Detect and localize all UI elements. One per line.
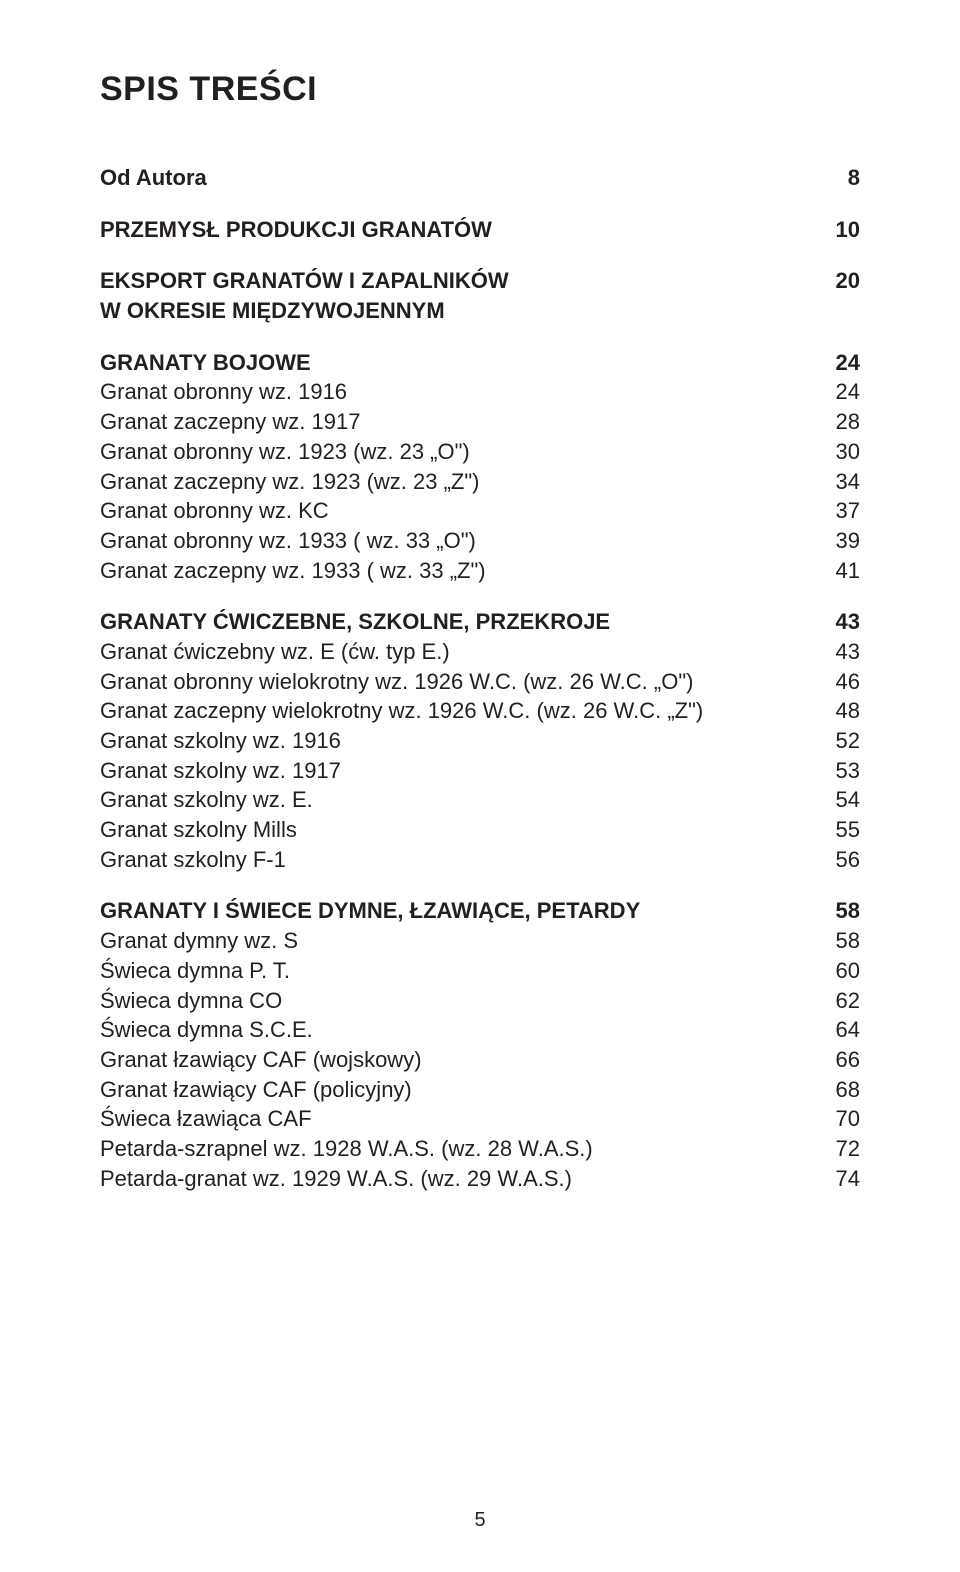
toc-item-page: 43 <box>820 637 860 667</box>
toc-item-page: 54 <box>820 785 860 815</box>
section-head-label: GRANATY ĆWICZEBNE, SZKOLNE, PRZEKROJE <box>100 607 820 637</box>
section-head: GRANATY ĆWICZEBNE, SZKOLNE, PRZEKROJE43 <box>100 607 860 637</box>
toc-item-page: 68 <box>820 1075 860 1105</box>
toc-item: Petarda-szrapnel wz. 1928 W.A.S. (wz. 28… <box>100 1134 860 1164</box>
toc-item-page: 62 <box>820 986 860 1016</box>
toc-item-page: 24 <box>820 377 860 407</box>
toc-item: Granat ćwiczebny wz. E (ćw. typ E.)43 <box>100 637 860 667</box>
toc-item-label: Granat dymny wz. S <box>100 926 820 956</box>
toc-item-page: 58 <box>820 926 860 956</box>
section-head-page: 43 <box>820 607 860 637</box>
section-head-page: 20 <box>820 266 860 325</box>
section-head-page: 24 <box>820 348 860 378</box>
toc-item-page: 52 <box>820 726 860 756</box>
toc-item: Granat obronny wz. 1923 (wz. 23 „O")30 <box>100 437 860 467</box>
toc-item-page: 39 <box>820 526 860 556</box>
toc-item-page: 70 <box>820 1104 860 1134</box>
section-head-page: 58 <box>820 896 860 926</box>
toc-item: Świeca dymna S.C.E.64 <box>100 1015 860 1045</box>
toc-item: Granat zaczepny wz. 191728 <box>100 407 860 437</box>
toc-item-page: 72 <box>820 1134 860 1164</box>
toc-item-page: 64 <box>820 1015 860 1045</box>
section-head-label: PRZEMYSŁ PRODUKCJI GRANATÓW <box>100 215 820 245</box>
toc-item-label: Granat obronny wz. 1923 (wz. 23 „O") <box>100 437 820 467</box>
toc-item: Świeca dymna P. T.60 <box>100 956 860 986</box>
toc-item-label: Granat szkolny F-1 <box>100 845 820 875</box>
toc-item-label: Świeca łzawiąca CAF <box>100 1104 820 1134</box>
toc-item-label: Granat obronny wielokrotny wz. 1926 W.C.… <box>100 667 820 697</box>
toc-item: Granat zaczepny wielokrotny wz. 1926 W.C… <box>100 696 860 726</box>
toc-item: Granat łzawiący CAF (policyjny)68 <box>100 1075 860 1105</box>
toc-item: Granat dymny wz. S58 <box>100 926 860 956</box>
toc-item-label: Granat zaczepny wz. 1933 ( wz. 33 „Z") <box>100 556 820 586</box>
toc-item-label: Świeca dymna CO <box>100 986 820 1016</box>
toc-item: Granat szkolny F-156 <box>100 845 860 875</box>
toc-item: Granat obronny wz. KC37 <box>100 496 860 526</box>
toc-item-page: 55 <box>820 815 860 845</box>
toc-item-page: 53 <box>820 756 860 786</box>
toc-item-label: Świeca dymna P. T. <box>100 956 820 986</box>
toc-item-page: 66 <box>820 1045 860 1075</box>
toc-item-label: Granat szkolny wz. 1917 <box>100 756 820 786</box>
toc-item-page: 37 <box>820 496 860 526</box>
toc-item-label: Granat szkolny wz. E. <box>100 785 820 815</box>
toc-item-label: Granat zaczepny wz. 1917 <box>100 407 820 437</box>
toc-item-label: Granat zaczepny wielokrotny wz. 1926 W.C… <box>100 696 820 726</box>
toc-item: Świeca dymna CO62 <box>100 986 860 1016</box>
toc-item: Granat obronny wielokrotny wz. 1926 W.C.… <box>100 667 860 697</box>
toc-item-page: 30 <box>820 437 860 467</box>
toc-item-page: 60 <box>820 956 860 986</box>
section-head-page: 8 <box>820 163 860 193</box>
toc-item-page: 46 <box>820 667 860 697</box>
toc-item-page: 56 <box>820 845 860 875</box>
toc-item: Petarda-granat wz. 1929 W.A.S. (wz. 29 W… <box>100 1164 860 1194</box>
section-head: Od Autora8 <box>100 163 860 193</box>
toc-item-label: Granat łzawiący CAF (wojskowy) <box>100 1045 820 1075</box>
section-head: GRANATY I ŚWIECE DYMNE, ŁZAWIĄCE, PETARD… <box>100 896 860 926</box>
toc-item-label: Granat obronny wz. KC <box>100 496 820 526</box>
toc-item: Granat zaczepny wz. 1923 (wz. 23 „Z")34 <box>100 467 860 497</box>
toc-item-label: Granat szkolny Mills <box>100 815 820 845</box>
section-head: EKSPORT GRANATÓW I ZAPALNIKÓWW OKRESIE M… <box>100 266 860 325</box>
section-head-label: EKSPORT GRANATÓW I ZAPALNIKÓWW OKRESIE M… <box>100 266 820 325</box>
toc-item-page: 74 <box>820 1164 860 1194</box>
toc-item: Granat obronny wz. 1933 ( wz. 33 „O")39 <box>100 526 860 556</box>
toc-item: Świeca łzawiąca CAF70 <box>100 1104 860 1134</box>
toc-item: Granat zaczepny wz. 1933 ( wz. 33 „Z")41 <box>100 556 860 586</box>
toc-item: Granat szkolny Mills55 <box>100 815 860 845</box>
toc-item-page: 28 <box>820 407 860 437</box>
toc-item-label: Granat obronny wz. 1933 ( wz. 33 „O") <box>100 526 820 556</box>
toc-item-page: 34 <box>820 467 860 497</box>
toc-item-label: Granat łzawiący CAF (policyjny) <box>100 1075 820 1105</box>
section-head: PRZEMYSŁ PRODUKCJI GRANATÓW10 <box>100 215 860 245</box>
section-head-label: GRANATY BOJOWE <box>100 348 820 378</box>
toc-item: Granat łzawiący CAF (wojskowy)66 <box>100 1045 860 1075</box>
toc-title: SPIS TREŚCI <box>100 70 860 109</box>
toc-item-label: Świeca dymna S.C.E. <box>100 1015 820 1045</box>
toc-item-label: Granat szkolny wz. 1916 <box>100 726 820 756</box>
toc-item-label: Petarda-szrapnel wz. 1928 W.A.S. (wz. 28… <box>100 1134 820 1164</box>
section-head-label: Od Autora <box>100 163 820 193</box>
toc-body: Od Autora8PRZEMYSŁ PRODUKCJI GRANATÓW10E… <box>100 163 860 1193</box>
toc-item-label: Granat obronny wz. 1916 <box>100 377 820 407</box>
section-head-page: 10 <box>820 215 860 245</box>
toc-item: Granat szkolny wz. 191652 <box>100 726 860 756</box>
toc-item-page: 41 <box>820 556 860 586</box>
section-head: GRANATY BOJOWE24 <box>100 348 860 378</box>
page-number: 5 <box>0 1509 960 1532</box>
toc-item: Granat szkolny wz. E.54 <box>100 785 860 815</box>
toc-item-label: Granat zaczepny wz. 1923 (wz. 23 „Z") <box>100 467 820 497</box>
toc-item-label: Petarda-granat wz. 1929 W.A.S. (wz. 29 W… <box>100 1164 820 1194</box>
toc-item-label: Granat ćwiczebny wz. E (ćw. typ E.) <box>100 637 820 667</box>
section-head-label: GRANATY I ŚWIECE DYMNE, ŁZAWIĄCE, PETARD… <box>100 896 820 926</box>
toc-item: Granat szkolny wz. 191753 <box>100 756 860 786</box>
toc-item: Granat obronny wz. 191624 <box>100 377 860 407</box>
toc-item-page: 48 <box>820 696 860 726</box>
